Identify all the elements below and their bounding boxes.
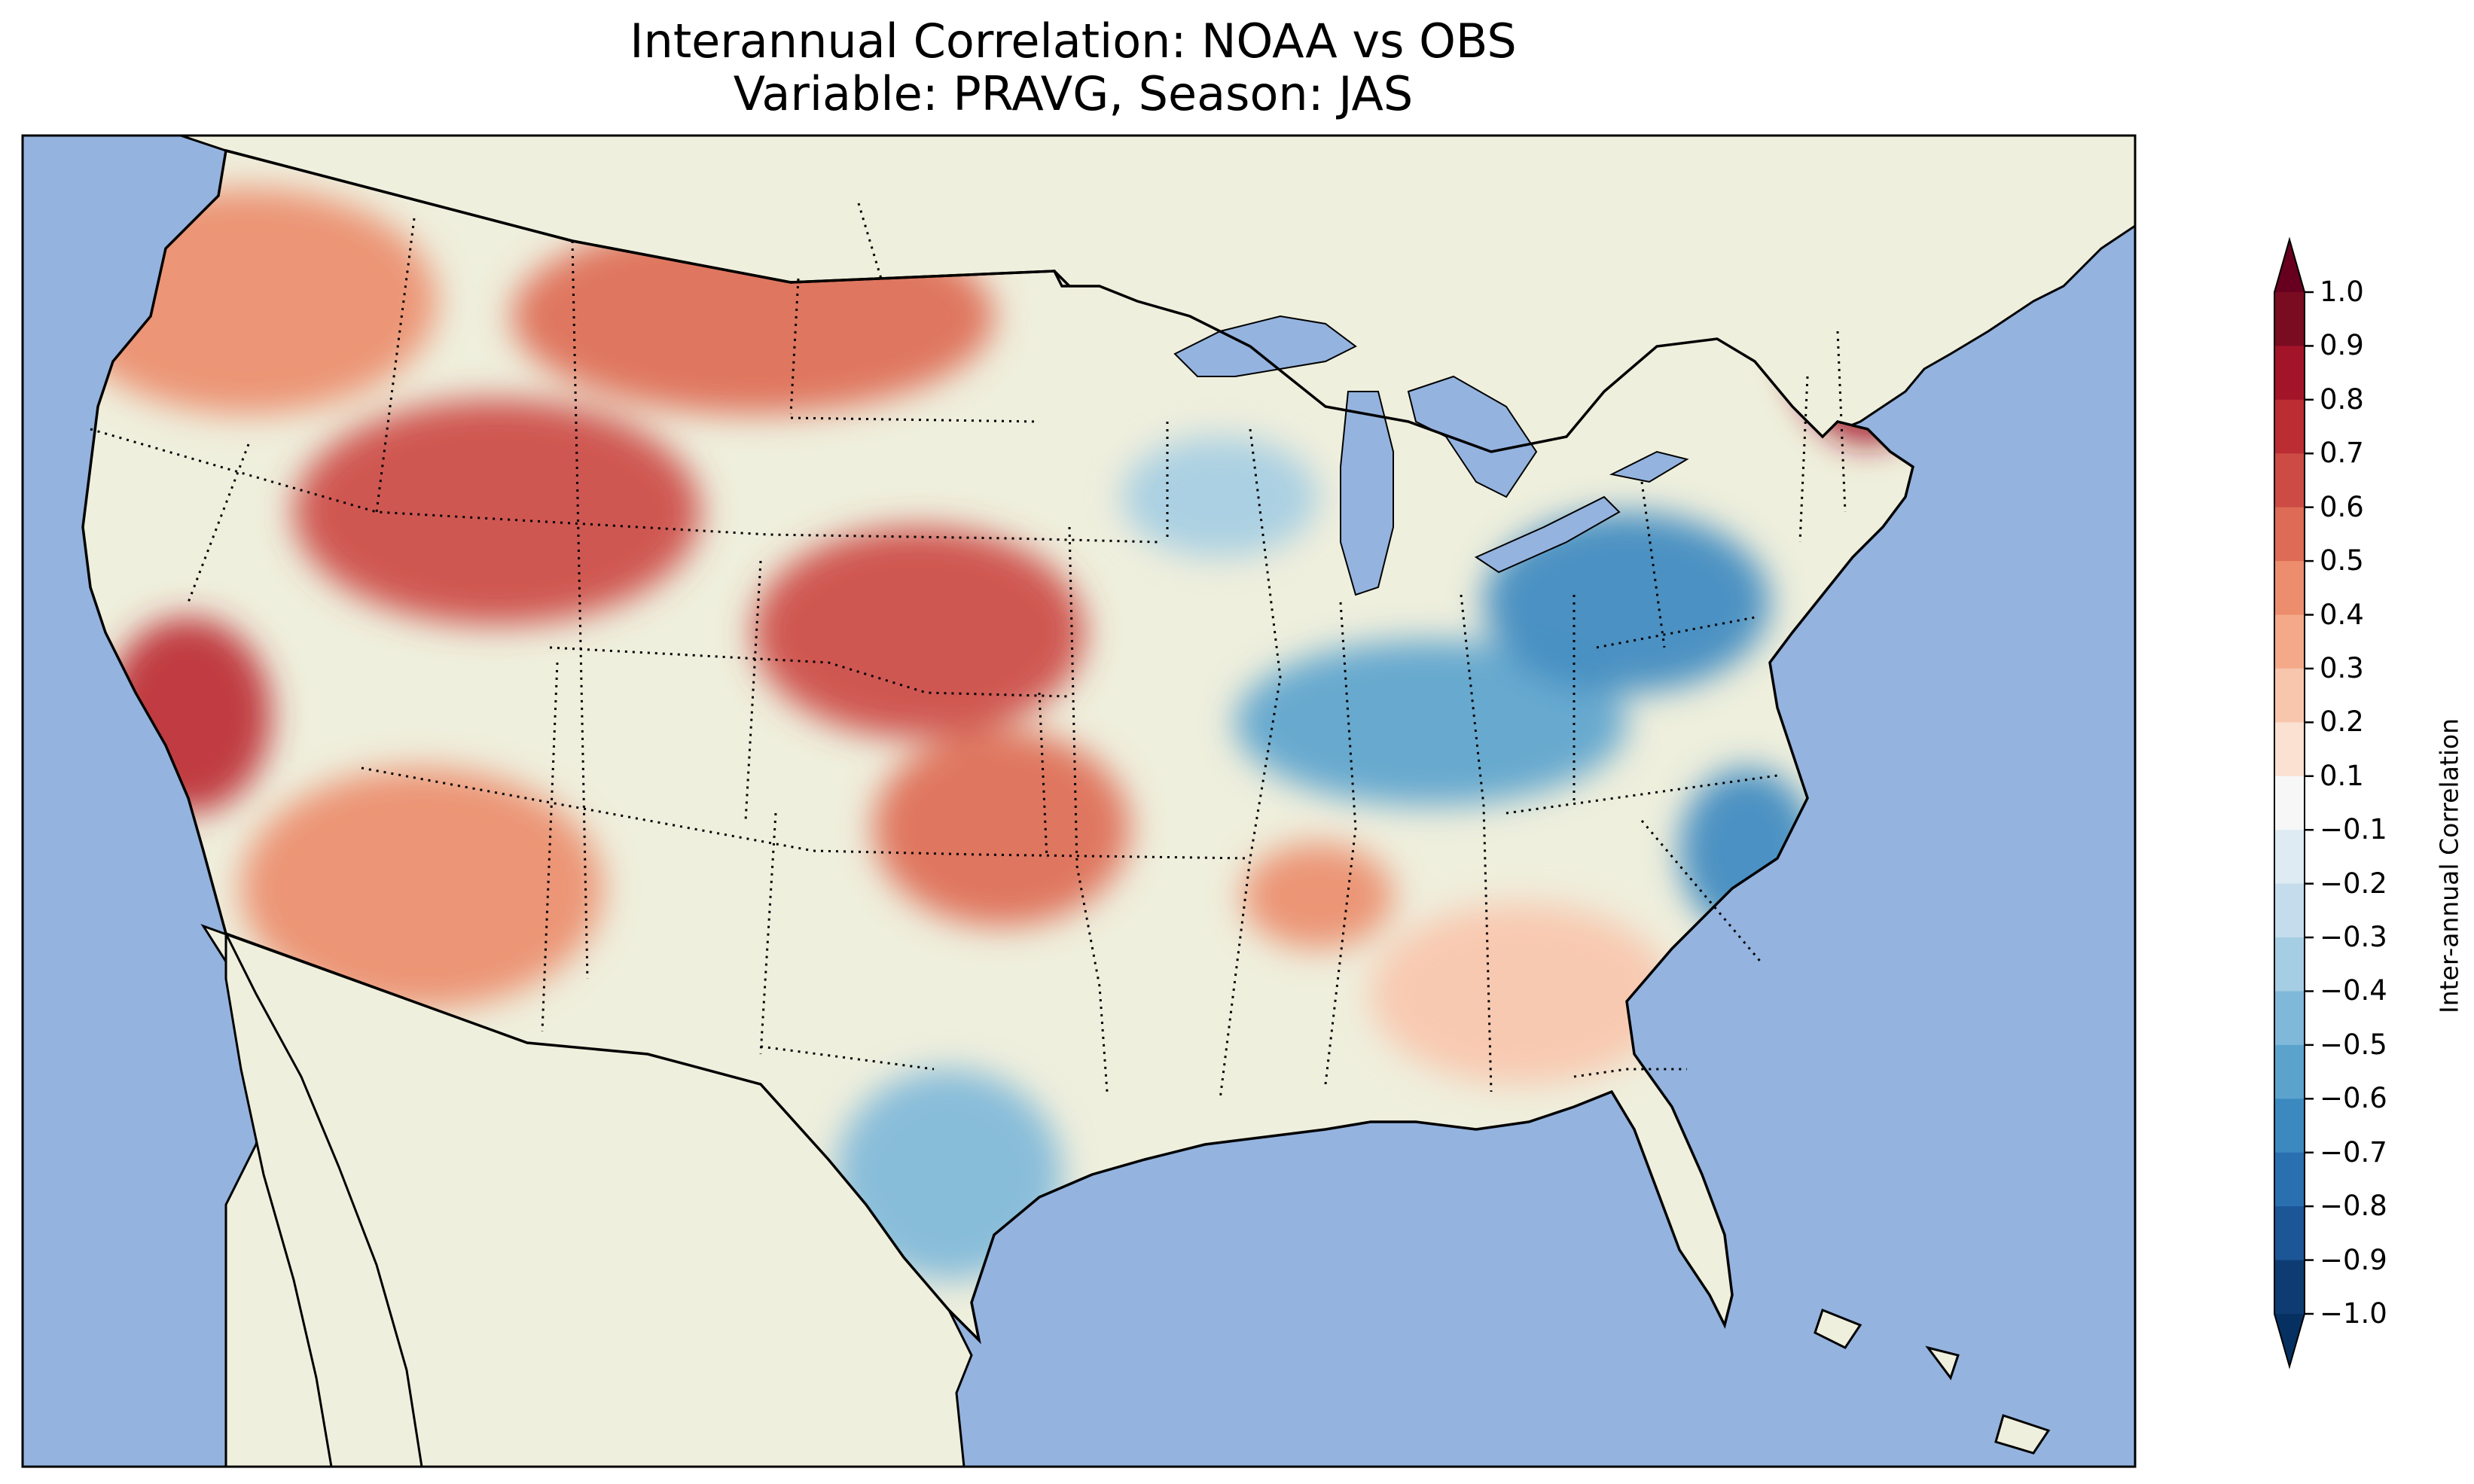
colorbar-segment — [2274, 507, 2305, 562]
field-region-southeast — [1371, 904, 1672, 1084]
colorbar-segment — [2274, 830, 2305, 885]
colorbar-tick-label: 0.9 — [2320, 329, 2364, 362]
colorbar-segment — [2274, 453, 2305, 508]
lake-ontario — [1609, 450, 1689, 483]
colorbar-tick-label: −0.4 — [2320, 974, 2387, 1007]
colorbar-tick-label: 0.6 — [2320, 490, 2364, 523]
field-region-lower-mississippi — [1243, 843, 1393, 949]
field-region-appalachians — [1484, 512, 1770, 693]
lake-michigan — [1340, 391, 1394, 596]
colorbar-extend-min — [2274, 1314, 2305, 1367]
colorbar-segment — [2274, 722, 2305, 777]
colorbar-tick-label: 0.7 — [2320, 437, 2364, 470]
map-title-line-1: Interannual Correlation: NOAA vs OBS — [630, 14, 1517, 69]
field-region-central-plains — [753, 527, 1084, 738]
coastline — [81, 148, 1914, 1345]
colorbar-segment — [2274, 561, 2305, 616]
field-region-ohio-valley — [1235, 640, 1627, 806]
colorbar-tick-label: 0.1 — [2320, 759, 2364, 792]
colorbar-tick-label: −1.0 — [2320, 1297, 2387, 1330]
map-frame — [21, 134, 2137, 1468]
colorbar-segment — [2274, 346, 2305, 401]
colorbar-tick-label: −0.8 — [2320, 1190, 2387, 1223]
colorbar-segment — [2274, 399, 2305, 454]
lake-erie — [1474, 495, 1621, 574]
colorbar-segment — [2274, 668, 2305, 723]
colorbar-tick-label: −0.3 — [2320, 921, 2387, 954]
baja-peninsula — [224, 933, 423, 1467]
colorbar-tick-label: −0.1 — [2320, 813, 2387, 846]
colorbar-segment — [2274, 1152, 2305, 1207]
colorbar-segment — [2274, 776, 2305, 830]
us-canada-border — [225, 149, 1071, 288]
colorbar-segment — [2274, 1206, 2305, 1261]
colorbar-segment — [2274, 937, 2305, 992]
colorbar-extend-max — [2274, 239, 2305, 292]
field-region-southern-plains — [874, 730, 1130, 926]
colorbar-segment — [2274, 1260, 2305, 1315]
colorbar-segment — [2274, 614, 2305, 669]
colorbar-tick-label: −0.9 — [2320, 1243, 2387, 1276]
colorbar-segment — [2274, 1099, 2305, 1153]
colorbar-tick-label: −0.6 — [2320, 1082, 2387, 1115]
map-title-line-2: Variable: PRAVG, Season: JAS — [733, 66, 1414, 121]
field-region-great-basin — [294, 399, 700, 625]
colorbar-tick-label: 0.2 — [2320, 705, 2364, 739]
colorbar-tick-label: 0.3 — [2320, 651, 2364, 684]
colorbar-label: Inter-annual Correlation — [2434, 718, 2464, 1014]
colorbar-tick-label: −0.2 — [2320, 867, 2387, 900]
colorbar-tick-label: −0.7 — [2320, 1135, 2387, 1169]
colorbar-tick-label: 0.5 — [2320, 544, 2364, 577]
bahamas — [1814, 1309, 2051, 1455]
colorbar-tick-label: 0.8 — [2320, 382, 2364, 416]
colorbar-tick-label: −0.5 — [2320, 1028, 2387, 1061]
colorbar-segment — [2274, 991, 2305, 1046]
field-region-upper-midwest — [1122, 437, 1318, 557]
colorbar-segment — [2274, 1044, 2305, 1099]
colorbar-segment — [2274, 883, 2305, 938]
field-region-southwest — [241, 768, 602, 1009]
state-borders — [90, 203, 1847, 1100]
colorbar-tick-label: 1.0 — [2320, 276, 2364, 308]
colorbar-segment — [2274, 292, 2305, 347]
colorbar-tick-label: 0.4 — [2320, 598, 2364, 631]
colorbar — [2274, 236, 2314, 1370]
